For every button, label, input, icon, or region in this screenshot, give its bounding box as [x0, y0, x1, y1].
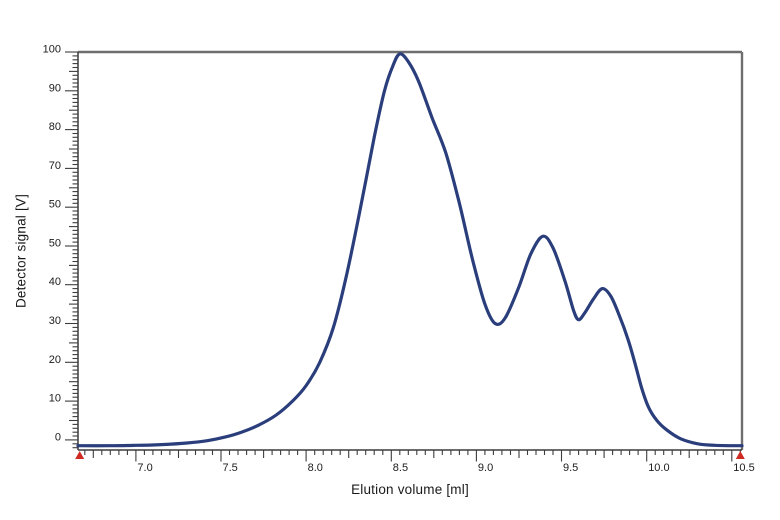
y-tick-label: 0: [55, 431, 61, 443]
y-tick-label: 100: [43, 44, 61, 56]
x-tick-label: 9.0: [478, 462, 493, 474]
y-tick-label: 70: [49, 160, 61, 172]
y-tick-label: 80: [49, 121, 61, 133]
x-tick-label: 9.5: [563, 462, 578, 474]
run-start-marker: [75, 451, 85, 459]
signal-curve: [76, 52, 744, 448]
y-tick-label: 40: [49, 276, 61, 288]
y-axis-title: Detector signal [V]: [13, 193, 29, 309]
x-tick-label: 7.0: [137, 462, 152, 474]
x-tick-label: 7.5: [223, 462, 238, 474]
x-tick-label: 8.0: [308, 462, 323, 474]
y-tick-label: 50: [49, 199, 61, 211]
x-tick-label: 8.5: [393, 462, 408, 474]
x-tick-label: 10.5: [733, 462, 754, 474]
y-tick-label: 50: [49, 238, 61, 250]
x-tick-label: 10.0: [648, 462, 669, 474]
y-tick-label: 90: [49, 82, 61, 94]
y-tick-label: 10: [49, 393, 61, 405]
y-tick-label: 20: [49, 354, 61, 366]
x-axis-title: Elution volume [ml]: [351, 482, 469, 497]
y-tick-label: 30: [49, 315, 61, 327]
run-end-marker: [735, 451, 745, 459]
